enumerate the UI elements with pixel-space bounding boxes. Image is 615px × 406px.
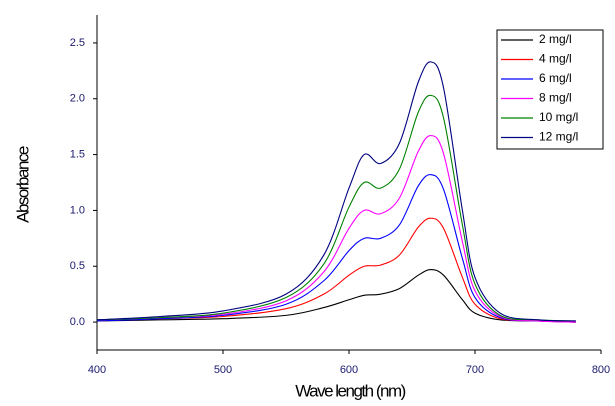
- y-tick-label: 0.5: [70, 260, 85, 272]
- y-tick-label: 2.5: [70, 37, 85, 49]
- legend-label: 12 mg/l: [539, 130, 578, 144]
- legend-label: 10 mg/l: [539, 110, 578, 124]
- legend-label: 4 mg/l: [539, 52, 572, 66]
- legend-label: 8 mg/l: [539, 91, 572, 105]
- y-tick-label: 1.5: [70, 148, 85, 160]
- series-line: [96, 217, 576, 323]
- x-tick-label: 400: [88, 364, 106, 376]
- y-tick-label: 2.0: [70, 93, 85, 105]
- legend-box: [496, 29, 604, 150]
- series-line: [96, 269, 576, 323]
- series-line: [96, 135, 576, 323]
- series-line: [96, 61, 576, 322]
- y-tick-label: 0.0: [70, 316, 85, 328]
- y-axis-label: Absorbance: [13, 146, 32, 223]
- series-line: [96, 94, 576, 322]
- legend-label: 2 mg/l: [539, 32, 572, 46]
- x-tick-label: 600: [340, 364, 358, 376]
- x-tick-label: 700: [466, 364, 484, 376]
- y-tick-label: 1.0: [70, 204, 85, 216]
- x-tick-label: 800: [592, 364, 610, 376]
- legend-label: 6 mg/l: [539, 71, 572, 85]
- series-line: [96, 174, 576, 323]
- x-axis-label: Wave length (nm): [295, 381, 405, 400]
- x-tick-label: 500: [214, 364, 232, 376]
